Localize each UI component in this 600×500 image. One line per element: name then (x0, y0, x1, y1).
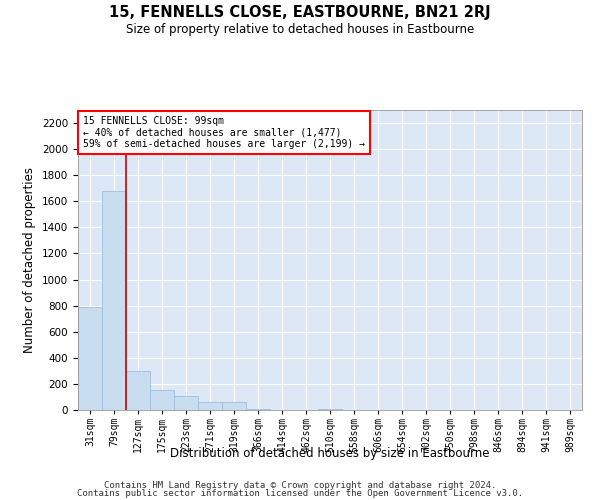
Bar (102, 191, 126, 410)
Y-axis label: Number of detached properties: Number of detached properties (23, 167, 37, 353)
Bar (150, 390, 174, 410)
Bar (318, 408, 342, 410)
Text: Contains HM Land Registry data © Crown copyright and database right 2024.: Contains HM Land Registry data © Crown c… (104, 480, 496, 490)
Text: 15 FENNELLS CLOSE: 99sqm
← 40% of detached houses are smaller (1,477)
59% of sem: 15 FENNELLS CLOSE: 99sqm ← 40% of detach… (83, 116, 365, 149)
Text: Distribution of detached houses by size in Eastbourne: Distribution of detached houses by size … (170, 448, 490, 460)
Bar (126, 371, 150, 410)
Text: 15, FENNELLS CLOSE, EASTBOURNE, BN21 2RJ: 15, FENNELLS CLOSE, EASTBOURNE, BN21 2RJ (109, 6, 491, 20)
Bar (78, 307, 102, 410)
Text: Size of property relative to detached houses in Eastbourne: Size of property relative to detached ho… (126, 22, 474, 36)
Bar (246, 408, 270, 410)
Text: Contains public sector information licensed under the Open Government Licence v3: Contains public sector information licen… (77, 489, 523, 498)
Bar (174, 396, 198, 410)
Bar (222, 402, 246, 410)
Bar (198, 402, 222, 410)
